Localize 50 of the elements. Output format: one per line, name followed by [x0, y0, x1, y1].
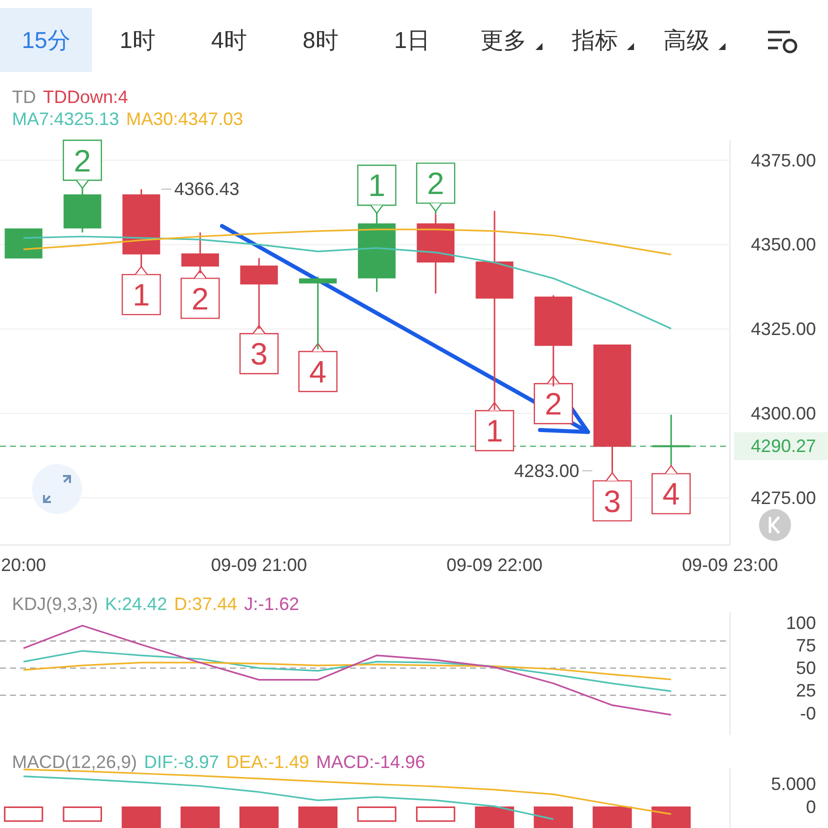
annotation: 3 [250, 336, 268, 372]
annotation: 2 [74, 143, 92, 178]
series-label: DEA:-1.49 [226, 752, 310, 772]
x-tick-label: 09-09 22:00 [446, 555, 543, 575]
y-tick-label: 5.000 [770, 774, 816, 794]
annotation: 2 [192, 281, 209, 316]
chart-title: TD [12, 87, 36, 107]
text: 指标 [571, 27, 618, 53]
y-tick-label: 4375.00 [750, 150, 816, 170]
y-tick-label: 100 [786, 612, 816, 633]
y-tick-label: 75 [796, 635, 816, 656]
text: 高级 [664, 27, 710, 53]
ref-line-label: 4290.27 [750, 436, 816, 456]
x-tick-label: 20:00 [1, 555, 46, 575]
y-tick-label: 4275.00 [750, 488, 816, 508]
y-tick-label: 4300.00 [750, 403, 816, 424]
text: MA7:4325.13 [12, 109, 120, 129]
y-tick-label: 4350.00 [750, 234, 816, 255]
text: MA30:4347.03 [126, 109, 244, 129]
text: D:37.44 [174, 594, 238, 614]
x-tick-label: 09-09 21:00 [210, 555, 308, 575]
text: 4时 [211, 27, 247, 53]
text: 1时 [120, 27, 156, 53]
annotation: 1 [132, 278, 150, 313]
text: 更多 [480, 27, 526, 53]
text: 15分 [22, 27, 70, 53]
annotation: 4366.43 [174, 179, 240, 200]
x-tick-label: 09-09 23:00 [682, 555, 778, 575]
text: TDDown:4 [43, 87, 128, 107]
y-tick-label: 25 [796, 680, 816, 701]
chart-title: KDJ(9,3,3) [12, 594, 98, 614]
annotation: 3 [604, 484, 621, 519]
annotation: 2 [544, 386, 562, 422]
text: 1日 [394, 27, 430, 53]
text: 8时 [302, 27, 338, 53]
y-tick-label: 0 [806, 797, 816, 818]
series-label: DIF:-8.97 [144, 752, 220, 772]
annotation: 4 [309, 354, 327, 390]
y-tick-label: 50 [796, 658, 816, 678]
text: K:24.42 [105, 594, 168, 614]
annotation: 1 [368, 168, 386, 204]
annotation: 1 [486, 414, 504, 449]
text: J:-1.62 [244, 594, 300, 614]
y-tick-label: -0 [800, 703, 816, 724]
annotation: 2 [427, 166, 444, 202]
annotation: MACD:-14.96 [316, 752, 426, 772]
annotation: 4283.00 [514, 460, 580, 481]
y-tick-label: 4325.00 [750, 319, 816, 339]
chart-title: MACD(12,26,9) [12, 752, 138, 772]
annotation: 4 [662, 476, 680, 512]
